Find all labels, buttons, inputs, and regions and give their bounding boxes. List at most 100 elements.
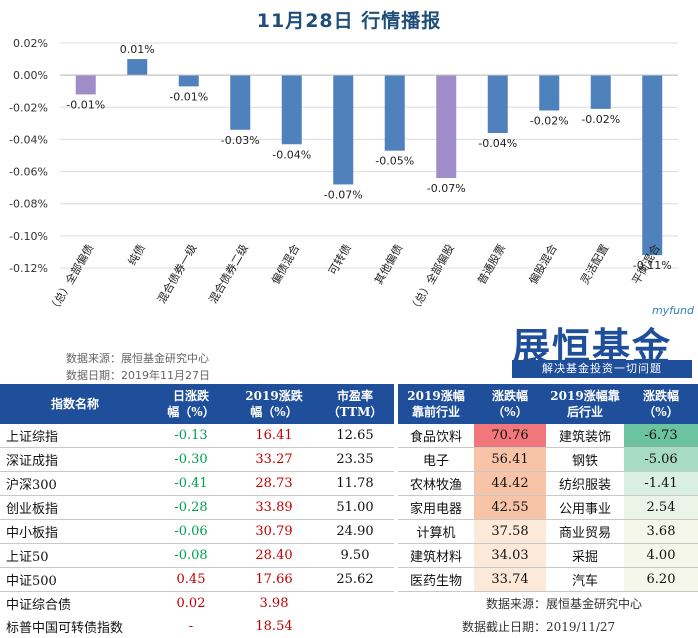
- ytd-change-cell: 33.89: [232, 495, 316, 520]
- data-label: -0.03%: [221, 134, 260, 147]
- day-change-cell: -0.30: [150, 447, 232, 472]
- data-label: -0.04%: [272, 148, 311, 161]
- data-label: -0.01%: [66, 98, 105, 111]
- data-date-note: 数据日期：2019年11月27日: [66, 369, 210, 382]
- brand-tag: myfund: [651, 304, 694, 317]
- top-change-cell: 42.55: [474, 495, 546, 520]
- day-change-cell: -0.28: [150, 495, 232, 520]
- bottom-industry-cell: 商业贸易: [546, 519, 624, 544]
- day-change-cell: 0.45: [150, 567, 232, 592]
- col-header-ytd-change: 2019涨跌 幅（%）: [232, 384, 316, 424]
- y-tick-label: 0.02%: [13, 37, 48, 50]
- x-tick-label: 混合债券二级: [206, 242, 251, 306]
- bar: [539, 75, 560, 111]
- data-label: -0.07%: [427, 182, 466, 195]
- top-change-cell: 37.58: [474, 519, 546, 544]
- ytd-change-cell: 33.27: [232, 447, 316, 472]
- bottom-change-cell: 3.68: [624, 519, 698, 544]
- index-row: 中证500 0.45 17.66 25.62: [0, 567, 394, 592]
- top-industry-cell: 食品饮料: [398, 424, 474, 448]
- x-tick-label: 偏股混合: [526, 242, 560, 287]
- bottom-industry-cell: 汽车: [546, 567, 624, 592]
- bottom-industry-cell: 建筑装饰: [546, 424, 624, 448]
- pe-cell: 24.90: [316, 519, 394, 544]
- pe-cell: 23.35: [316, 447, 394, 472]
- brand-slogan: 解决基金投资一切问题: [512, 360, 692, 378]
- index-row: 上证综指 -0.13 16.41 12.65: [0, 424, 394, 448]
- ytd-change-cell: 28.73: [232, 471, 316, 496]
- data-label: -0.02%: [581, 113, 620, 126]
- col-header-day-change: 日涨跌 幅（%）: [150, 384, 232, 424]
- x-tick-label: 纯债: [125, 242, 148, 268]
- bar: [384, 75, 405, 151]
- index-name-cell: 上证综指: [0, 424, 150, 448]
- y-tick-label: 0.00%: [13, 69, 48, 82]
- bottom-change-cell: 2.54: [624, 495, 698, 520]
- index-name-cell: 中证500: [0, 567, 150, 592]
- index-row: 上证50 -0.08 28.40 9.50: [0, 543, 394, 568]
- ytd-change-cell: 16.41: [232, 424, 316, 448]
- bar: [333, 75, 354, 185]
- source-label: 数据来源：: [485, 597, 546, 611]
- bar: [590, 75, 611, 109]
- pe-cell: 12.65: [316, 424, 394, 448]
- index-name-cell: 深证成指: [0, 447, 150, 472]
- bottom-change-cell: -5.06: [624, 447, 698, 472]
- y-tick-label: -0.08%: [9, 198, 48, 211]
- data-label: -0.11%: [633, 259, 672, 272]
- index-performance-table: 指数名称 日涨跌 幅（%） 2019涨跌 幅（%） 市盈率 （TTM） 上证综指 -0.…: [0, 384, 394, 638]
- pe-cell: 25.62: [316, 567, 394, 592]
- top-industry-cell: 家用电器: [398, 495, 474, 520]
- industry-source-row: 数据来源： 展恒基金研究中心: [398, 592, 698, 616]
- index-name-cell: 沪深300: [0, 471, 150, 496]
- x-tick-label: 普通股票: [474, 242, 508, 287]
- industry-row: 电子 56.41 钢铁 -5.06: [398, 447, 698, 472]
- bar: [487, 75, 508, 133]
- bottom-industry-cell: 采掘: [546, 543, 624, 568]
- bar: [642, 75, 663, 256]
- top-industry-cell: 建筑材料: [398, 543, 474, 568]
- day-change-cell: -0.06: [150, 519, 232, 544]
- x-tick-label: 灵活配置: [578, 242, 611, 287]
- pe-cell: 9.50: [316, 543, 394, 568]
- data-label: -0.01%: [169, 90, 208, 103]
- x-tick-label: 混合债券一级: [154, 242, 199, 306]
- bottom-industry-cell: 钢铁: [546, 447, 624, 472]
- bottom-change-cell: 6.20: [624, 567, 698, 592]
- top-change-cell: 70.76: [474, 424, 546, 448]
- col-header-bottom-industry: 2019涨幅靠 后行业: [546, 384, 624, 424]
- top-industry-cell: 电子: [398, 447, 474, 472]
- x-tick-label: （总）全部偏股: [406, 242, 457, 316]
- bar: [436, 75, 457, 178]
- top-industry-cell: 计算机: [398, 519, 474, 544]
- day-change-cell: -0.13: [150, 424, 232, 448]
- bottom-change-cell: -1.41: [624, 471, 698, 496]
- index-row: 中证综合债 0.02 3.98: [0, 592, 394, 616]
- top-change-cell: 33.74: [474, 567, 546, 592]
- top-change-cell: 44.42: [474, 471, 546, 496]
- industry-performance-table: 2019涨幅 靠前行业 涨跌幅 （%） 2019涨幅靠 后行业 涨跌幅 （%） 食品饮料…: [398, 384, 698, 638]
- bar: [127, 59, 148, 76]
- index-row: 中小板指 -0.06 30.79 24.90: [0, 519, 394, 544]
- index-row: 创业板指 -0.28 33.89 51.00: [0, 495, 394, 520]
- col-header-bottom-change: 涨跌幅 （%）: [624, 384, 698, 424]
- col-header-pe: 市盈率 （TTM）: [316, 384, 394, 424]
- industry-row: 家用电器 42.55 公用事业 2.54: [398, 495, 698, 520]
- industry-row: 医药生物 33.74 汽车 6.20: [398, 567, 698, 592]
- industry-row: 建筑材料 34.03 采掘 4.00: [398, 543, 698, 568]
- industry-table-header: 2019涨幅 靠前行业 涨跌幅 （%） 2019涨幅靠 后行业 涨跌幅 （%）: [398, 384, 698, 424]
- pe-cell: [316, 592, 394, 616]
- col-header-top-industry: 2019涨幅 靠前行业: [398, 384, 474, 424]
- ytd-change-cell: 30.79: [232, 519, 316, 544]
- y-tick-label: -0.12%: [9, 262, 48, 275]
- data-label: 0.01%: [120, 43, 155, 56]
- pe-cell: 11.78: [316, 471, 394, 496]
- y-tick-label: -0.02%: [9, 101, 48, 114]
- data-label: -0.04%: [478, 137, 517, 150]
- bottom-industry-cell: 纺织服装: [546, 471, 624, 496]
- index-row: 深证成指 -0.30 33.27 23.35: [0, 447, 394, 472]
- industry-row: 计算机 37.58 商业贸易 3.68: [398, 519, 698, 544]
- top-change-cell: 56.41: [474, 447, 546, 472]
- index-name-cell: 中证综合债: [6, 598, 72, 613]
- bar: [178, 75, 199, 87]
